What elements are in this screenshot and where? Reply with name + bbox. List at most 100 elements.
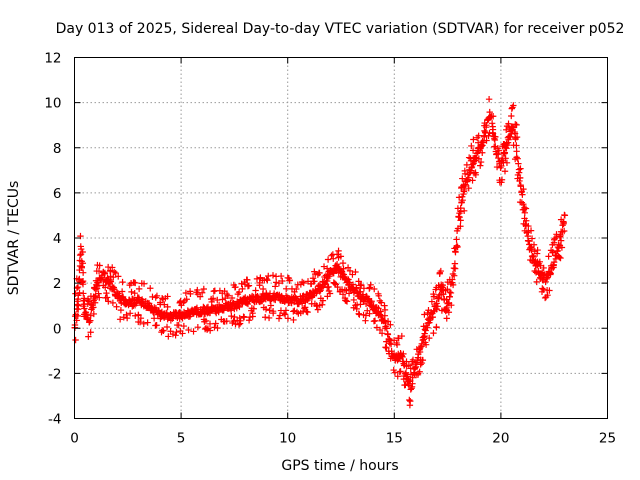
data-point [477,162,484,169]
data-point [318,301,326,308]
data-point [79,248,86,256]
data-point [521,209,528,216]
data-point [530,253,537,261]
data-point [447,289,455,297]
data-point [557,237,565,244]
data-point [387,341,395,348]
data-point [483,137,490,144]
data-point [272,283,279,290]
data-point [223,317,230,325]
data-point [394,373,401,380]
data-point [547,270,554,277]
data-point [350,296,358,304]
data-point [110,274,117,281]
data-point [111,268,118,276]
data-point [498,176,506,183]
data-point [438,283,445,290]
data-point [96,294,103,301]
data-point [513,148,520,155]
data-point [406,402,414,409]
data-point [283,285,290,293]
data-point [240,314,248,321]
data-point [262,306,270,313]
data-point [448,302,455,309]
data-point [465,154,473,161]
y-axis-label: SDTVAR / TECUs [6,181,22,296]
data-point [300,279,307,287]
data-point [501,168,509,175]
data-point [371,285,378,293]
data-point [561,212,569,219]
data-point [485,95,493,103]
data-point [78,264,85,271]
data-point [542,278,549,286]
data-point [81,305,88,312]
data-point [479,138,486,145]
data-point [118,288,126,295]
data-point [93,285,101,292]
data-point [132,279,139,287]
data-point [502,155,509,162]
data-point [224,292,232,299]
data-point [469,161,476,168]
data-point [360,285,368,292]
data-point [269,272,277,279]
data-point [339,291,347,298]
data-point [453,242,461,249]
data-point [409,380,416,387]
data-point [340,271,348,278]
data-point [475,132,482,139]
data-point [153,292,161,299]
data-point [147,285,154,292]
data-point [421,311,428,318]
data-point [123,314,131,322]
y-tick-label: 6 [53,186,62,202]
data-point [528,235,536,242]
y-tick-label: 2 [53,276,62,292]
data-point [545,253,552,260]
data-point [519,191,526,198]
data-point [414,357,421,365]
data-point [185,326,192,334]
data-point [314,306,322,313]
data-point [80,290,87,297]
data-point [362,312,370,319]
y-tick-label: 4 [53,231,62,247]
data-point [457,217,464,224]
data-point [79,269,87,276]
data-point [206,320,214,328]
data-point [534,246,541,254]
data-point [479,139,487,146]
data-point [525,237,532,245]
data-point [109,264,116,271]
x-tick-label: 20 [492,431,509,447]
y-tick-label: -4 [48,412,61,428]
data-point [276,312,284,319]
data-point [446,288,454,296]
data-point [420,336,427,343]
x-tick-label: 15 [386,431,403,447]
data-point [112,269,119,277]
data-point [161,301,168,308]
data-point [461,182,469,190]
data-point [544,291,551,299]
data-point [345,276,352,283]
data-point [200,285,207,293]
data-point [513,133,521,141]
data-point [144,319,151,326]
data-point [92,286,99,293]
data-point [333,251,341,258]
data-point [209,295,217,302]
data-point [346,267,354,275]
data-point [79,260,87,267]
data-point [163,309,170,317]
data-point [97,277,105,284]
data-point [173,328,180,336]
data-point [116,316,124,323]
data-point [344,264,352,271]
data-point [366,310,373,317]
data-point [277,272,285,280]
data-point [514,155,521,162]
data-point [525,222,532,230]
data-point [453,236,460,243]
